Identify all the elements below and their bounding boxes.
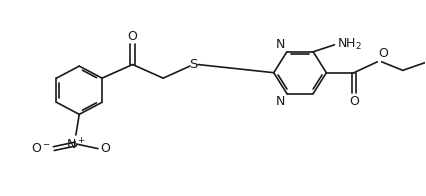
Text: O: O [101,142,110,155]
Text: N$^+$: N$^+$ [66,137,86,152]
Text: NH$_2$: NH$_2$ [337,37,362,52]
Text: N: N [275,38,285,51]
Text: O: O [379,47,389,60]
Text: S: S [190,58,198,71]
Text: N: N [275,95,285,108]
Text: O: O [349,95,359,108]
Text: O$^-$: O$^-$ [31,142,51,155]
Text: O: O [128,30,138,43]
